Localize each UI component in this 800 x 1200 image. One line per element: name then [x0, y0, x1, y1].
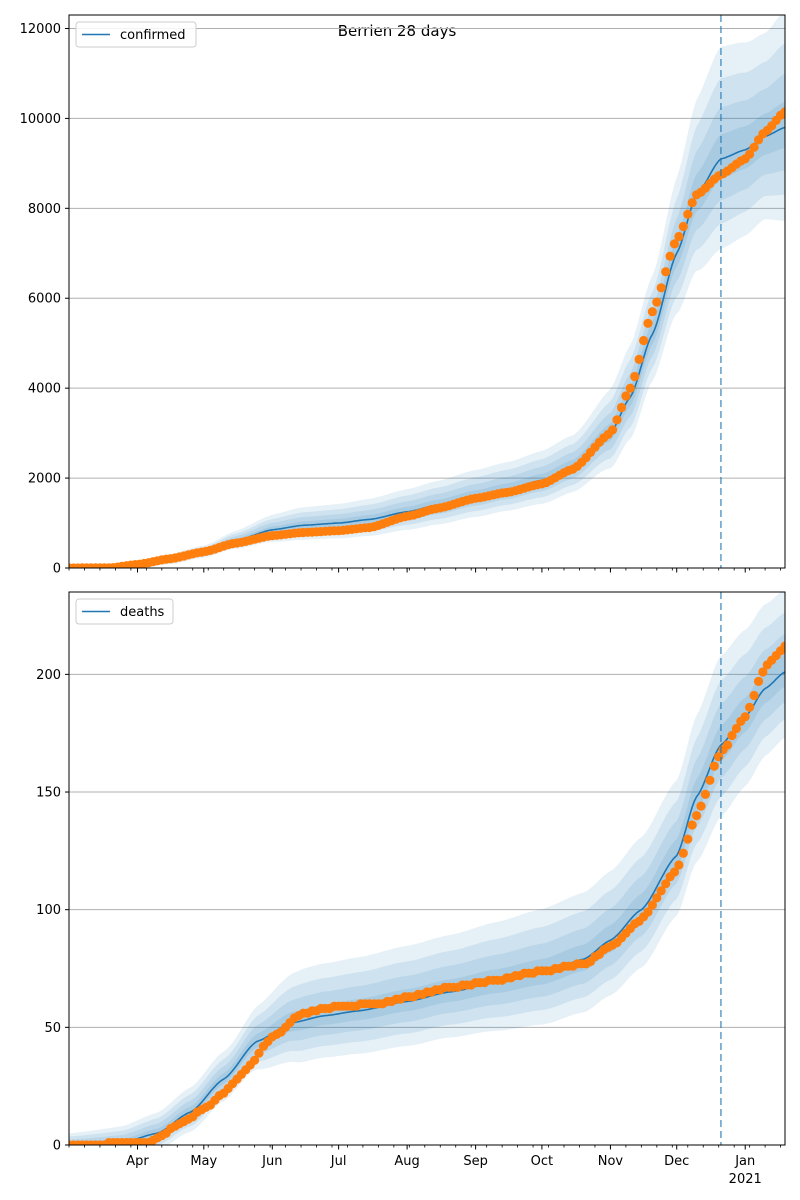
observed-point — [625, 383, 635, 393]
plot-area — [69, 15, 785, 568]
y-tick-label: 200 — [36, 668, 61, 683]
x-tick-label: Apr — [126, 1154, 149, 1169]
observed-point — [753, 676, 764, 687]
observed-point — [758, 667, 768, 677]
observed-point — [652, 297, 662, 307]
model-line — [69, 671, 785, 1145]
plot-area — [69, 592, 785, 1145]
observed-point — [661, 267, 671, 277]
observed-point — [687, 198, 697, 208]
observed-point — [647, 307, 658, 317]
uncertainty-band-3 — [69, 653, 785, 1145]
observed-point — [692, 811, 702, 821]
uncertainty-band-2 — [69, 73, 785, 568]
observed-point — [683, 209, 693, 219]
uncertainty-band-1 — [69, 612, 785, 1145]
x-tick-label: Dec — [664, 1154, 689, 1169]
observed-point — [643, 318, 653, 328]
observed-point — [700, 789, 711, 800]
observed-point — [647, 900, 658, 910]
confirmed-panel: 0 2000 4000 6000 8000 10000 12000 confirmed — [20, 14, 786, 577]
observed-point — [669, 239, 680, 249]
x-tick-label: Jul — [330, 1154, 347, 1169]
observed-point — [643, 907, 653, 917]
observed-point — [709, 761, 719, 771]
observed-point — [612, 415, 622, 425]
legend-label: deaths — [120, 605, 165, 620]
x-tick-label: Sep — [463, 1154, 488, 1169]
x-year-label: 2021 — [729, 1172, 762, 1187]
observed-point — [621, 391, 631, 401]
observed-point — [254, 1048, 264, 1058]
observed-point — [740, 712, 750, 722]
observed-point — [678, 848, 688, 858]
observed-point — [745, 702, 755, 712]
observed-point — [780, 641, 785, 651]
observed-point — [683, 834, 693, 844]
observed-point — [639, 335, 649, 346]
observed-point — [665, 251, 675, 261]
x-tick-label: Oct — [531, 1154, 553, 1169]
observed-point — [705, 775, 715, 785]
legend-label: confirmed — [120, 28, 186, 43]
uncertainty-band-0 — [69, 15, 785, 568]
observed-point — [749, 690, 759, 701]
y-tick-label: 12000 — [20, 22, 61, 37]
axes-frame — [68, 14, 786, 569]
observed-point — [780, 107, 785, 117]
uncertainty-band-3 — [69, 101, 785, 568]
y-tick-label: 0 — [53, 562, 61, 577]
legend: confirmed — [75, 21, 197, 48]
x-tick-label: Jun — [261, 1154, 282, 1169]
observed-point — [674, 860, 684, 870]
observed-point — [696, 801, 706, 811]
x-tick-label: Aug — [394, 1154, 419, 1169]
observed-point — [669, 867, 680, 877]
y-tick-label: 6000 — [28, 292, 61, 307]
observed-point — [656, 886, 666, 896]
observed-point — [731, 723, 742, 734]
legend: deaths — [75, 598, 174, 625]
uncertainty-band-0 — [69, 592, 785, 1145]
figure-title: Berrien 28 days — [338, 22, 457, 40]
y-tick-label: 150 — [36, 786, 61, 801]
x-tick-label: Nov — [598, 1154, 624, 1169]
observed-point — [634, 354, 644, 364]
observed-point — [608, 425, 618, 435]
observed-point — [656, 283, 666, 293]
observed-point — [630, 371, 640, 382]
axes-frame — [68, 591, 786, 1146]
observed-point — [661, 879, 671, 889]
y-tick-label: 100 — [36, 903, 61, 918]
x-tick-label: Jan — [734, 1154, 755, 1169]
y-tick-label: 8000 — [28, 202, 61, 217]
legend-box — [75, 21, 197, 48]
deaths-panel: 0 50 100 150 200 Apr May Jun Jul Aug Sep Oct Nov Dec J… — [36, 591, 786, 1187]
legend-box — [75, 598, 174, 625]
observed-point — [250, 1055, 260, 1065]
observed-point — [687, 820, 697, 830]
y-tick-label: 2000 — [28, 472, 61, 487]
uncertainty-band-2 — [69, 634, 785, 1145]
observed-point — [674, 231, 684, 242]
observed-point — [616, 402, 627, 413]
observed-point — [678, 221, 688, 232]
observed-point — [745, 149, 755, 159]
y-tick-label: 0 — [53, 1139, 61, 1154]
observed-point — [652, 893, 662, 903]
observed-point — [749, 142, 759, 152]
y-tick-label: 10000 — [20, 112, 61, 127]
observed-point — [727, 730, 737, 741]
y-tick-label: 50 — [44, 1021, 61, 1036]
observed-point — [722, 740, 733, 750]
x-tick-label: May — [190, 1154, 217, 1169]
y-tick-label: 4000 — [28, 382, 61, 397]
